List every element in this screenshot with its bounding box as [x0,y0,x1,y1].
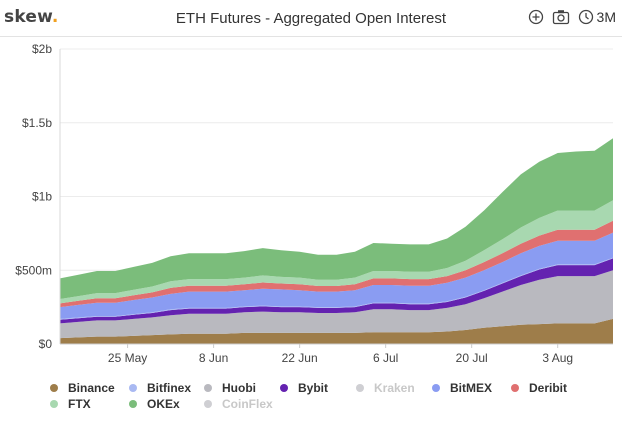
x-tick-label: 3 Aug [542,351,573,365]
x-tick-label: 22 Jun [282,351,318,365]
legend-label: Deribit [529,381,568,395]
chart-legend: Binance Bitfinex Huobi Bybit Kraken BitMEX Der… [0,378,622,418]
brand-name: skew [4,7,52,27]
area-okex[interactable] [60,138,613,299]
legend-label: Bitfinex [147,381,192,395]
legend-swatch [50,400,58,408]
legend-item-ftx[interactable]: FTX [50,397,91,411]
y-tick-label: $500m [15,263,52,277]
area-bitfinex[interactable] [60,257,613,320]
legend-swatch [432,384,440,392]
camera-icon[interactable] [552,9,570,25]
legend-item-coinflex[interactable]: CoinFlex [204,397,273,411]
legend-swatch [129,400,137,408]
x-tick-label: 8 Jun [199,351,228,365]
legend-item-kraken[interactable]: Kraken [356,381,415,395]
y-tick-label: $1b [32,190,52,204]
legend-label: Huobi [222,381,256,395]
legend-swatch [356,384,364,392]
brand-dot: . [51,7,59,27]
legend-label: CoinFlex [222,397,273,411]
time-range-label: 3M [596,9,616,25]
legend-label: FTX [68,397,91,411]
area-huobi[interactable] [60,270,613,339]
area-bybit[interactable] [60,258,613,324]
legend-swatch [204,400,212,408]
legend-label: OKEx [147,397,180,411]
chart-header: skew. ETH Futures - Aggregated Open Inte… [0,0,622,37]
y-tick-label: $1.5b [22,116,52,130]
chart-toolbar: 3M [528,9,616,25]
legend-label: BitMEX [450,381,492,395]
area-bitmex[interactable] [60,232,613,319]
legend-item-deribit[interactable]: Deribit [511,381,567,395]
legend-label: Binance [68,381,115,395]
legend-item-bitfinex[interactable]: Bitfinex [129,381,191,395]
axes: $0 $500m $1b $1.5b $2b 25 May 8 Jun 22 Jun 6 Jul… [15,42,613,365]
area-deribit[interactable] [60,220,613,308]
y-tick-label: $2b [32,42,52,56]
legend-item-okex[interactable]: OKEx [129,397,180,411]
clock-icon [578,9,593,25]
legend-item-bybit[interactable]: Bybit [280,381,328,395]
legend-swatch [280,384,288,392]
plus-circle-icon[interactable] [528,9,544,25]
stacked-areas [60,138,613,344]
legend-item-bitmex[interactable]: BitMEX [432,381,492,395]
x-tick-label: 20 Jul [456,351,488,365]
area-ftx[interactable] [60,200,613,304]
x-tick-label: 25 May [108,351,147,365]
legend-item-binance[interactable]: Binance [50,381,115,395]
time-range-button[interactable]: 3M [578,9,616,25]
brand-logo: skew. [4,7,59,27]
y-tick-label: $0 [39,337,53,351]
legend-label: Kraken [374,381,415,395]
open-interest-chart: $0 $500m $1b $1.5b $2b 25 May 8 Jun 22 Jun 6 Jul… [15,42,613,365]
legend-swatch [129,384,137,392]
chart-title: ETH Futures - Aggregated Open Interest [175,10,447,27]
x-tick-label: 6 Jul [373,351,398,365]
area-binance[interactable] [60,318,613,344]
legend-swatch [511,384,519,392]
legend-label: Bybit [298,381,328,395]
legend-swatch [50,384,58,392]
legend-item-huobi[interactable]: Huobi [204,381,256,395]
legend-swatch [204,384,212,392]
